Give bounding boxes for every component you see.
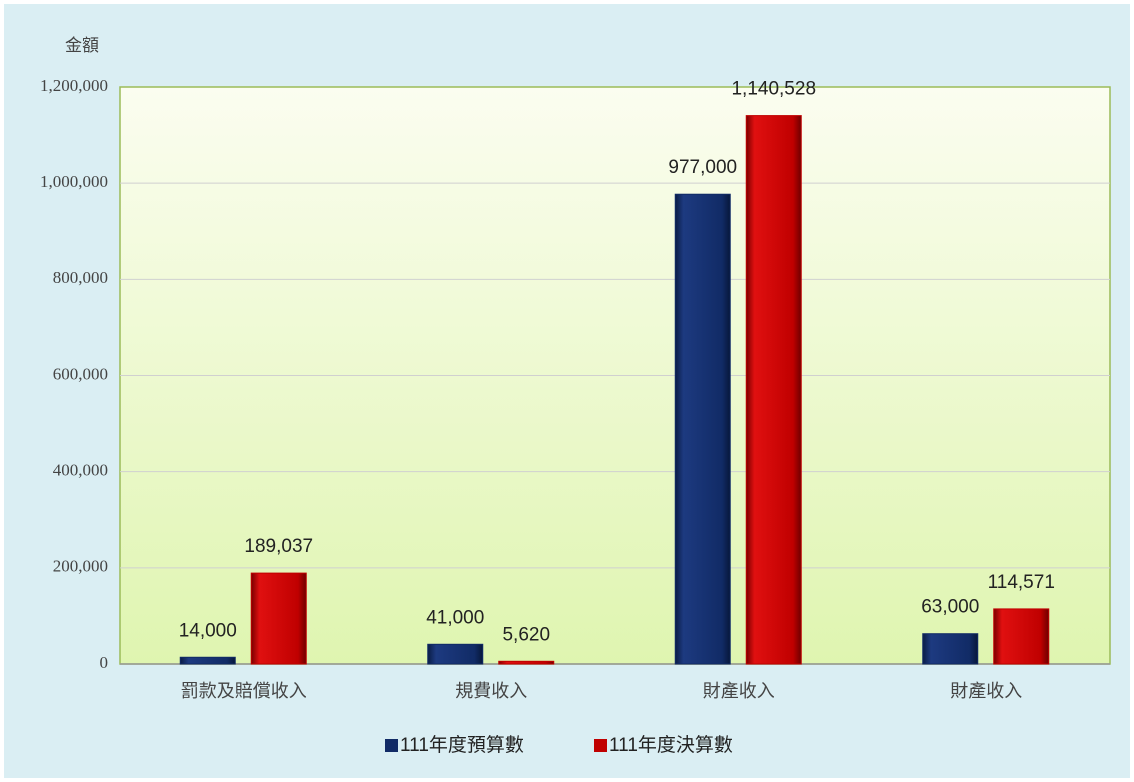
data-label: 189,037	[244, 536, 313, 557]
bar	[745, 115, 802, 665]
y-tick-label: 400,000	[53, 461, 108, 480]
data-label: 977,000	[668, 157, 737, 178]
y-tick-label: 800,000	[53, 268, 108, 287]
x-tick-label: 規費收入	[455, 681, 527, 701]
y-tick-label: 1,000,000	[40, 172, 108, 191]
legend-swatch	[385, 739, 398, 752]
x-tick-label: 罰款及賠償收入	[181, 681, 307, 701]
data-label: 41,000	[426, 607, 484, 628]
data-label: 5,620	[502, 624, 550, 645]
y-tick-label: 600,000	[53, 364, 108, 383]
data-label: 1,140,528	[731, 79, 816, 100]
bar	[250, 572, 307, 665]
y-tick-label: 200,000	[53, 557, 108, 576]
bar	[427, 643, 484, 665]
data-label: 114,571	[988, 572, 1055, 593]
legend-swatch	[594, 739, 607, 752]
data-label: 63,000	[921, 597, 979, 618]
bar	[179, 656, 236, 665]
legend-label: 111年度決算數	[609, 734, 733, 756]
x-tick-label: 財產收入	[703, 681, 775, 701]
bar	[922, 633, 979, 665]
bar	[498, 660, 555, 665]
y-tick-label: 0	[100, 653, 109, 672]
y-tick-label: 1,200,000	[40, 76, 108, 95]
bar	[993, 608, 1050, 665]
bar	[674, 193, 731, 665]
legend-label: 111年度預算數	[400, 734, 524, 756]
x-tick-label: 財產收入	[950, 681, 1022, 701]
y-axis-label: 金額	[65, 36, 99, 55]
data-label: 14,000	[179, 620, 237, 641]
